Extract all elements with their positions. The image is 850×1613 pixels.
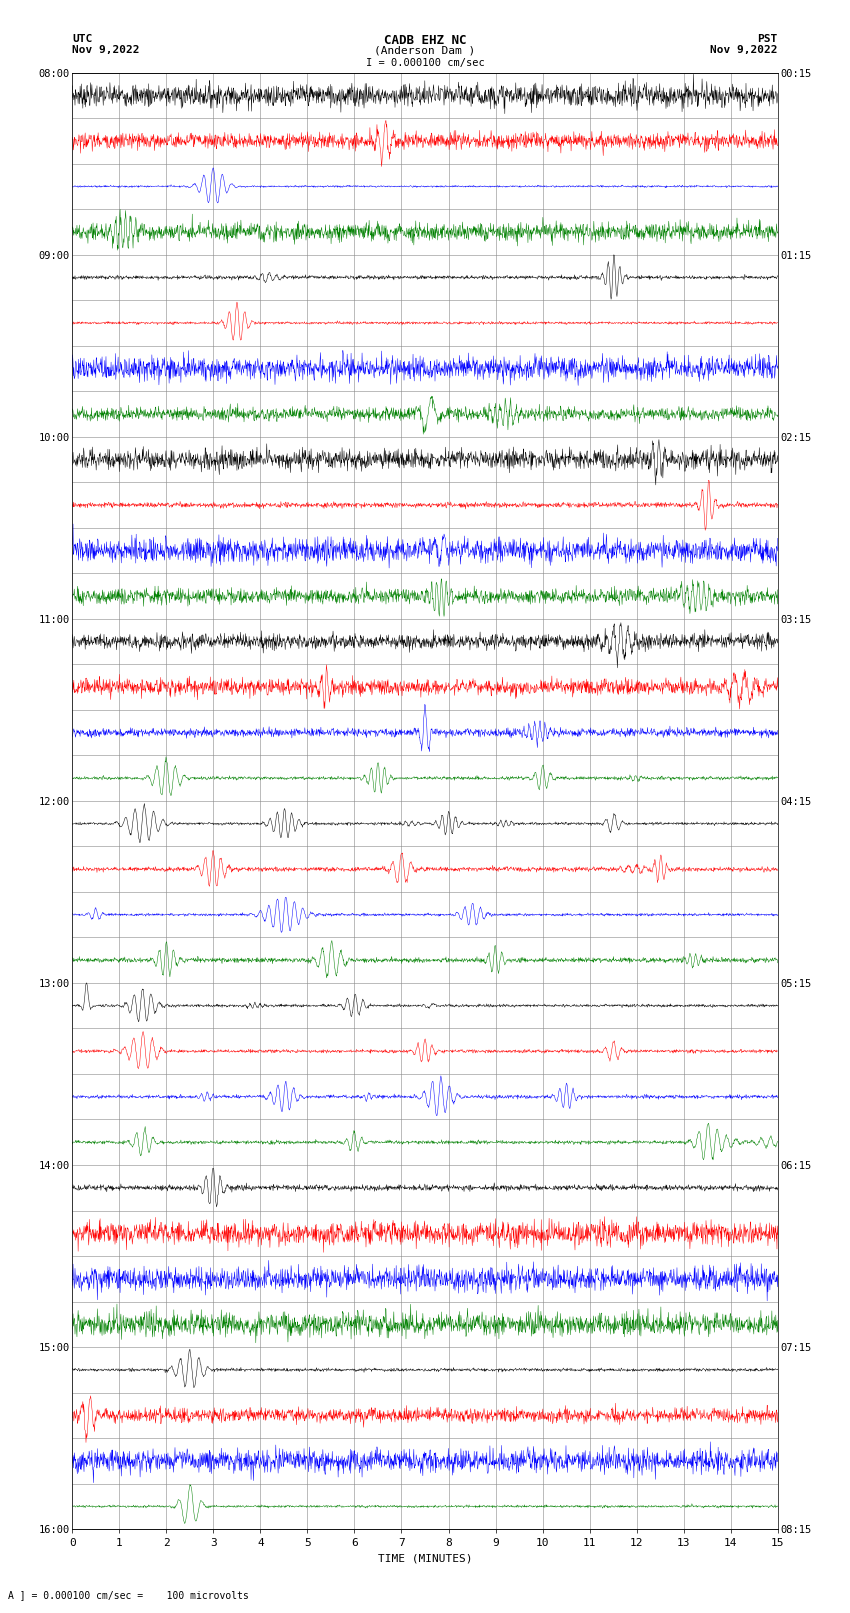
Text: (Anderson Dam ): (Anderson Dam ) — [374, 45, 476, 55]
Text: I = 0.000100 cm/sec: I = 0.000100 cm/sec — [366, 58, 484, 68]
Text: Nov 9,2022: Nov 9,2022 — [72, 45, 139, 55]
Text: A ] = 0.000100 cm/sec =    100 microvolts: A ] = 0.000100 cm/sec = 100 microvolts — [8, 1590, 249, 1600]
Text: UTC: UTC — [72, 34, 93, 44]
Text: Nov 9,2022: Nov 9,2022 — [711, 45, 778, 55]
Text: CADB EHZ NC: CADB EHZ NC — [383, 34, 467, 47]
X-axis label: TIME (MINUTES): TIME (MINUTES) — [377, 1553, 473, 1563]
Text: PST: PST — [757, 34, 778, 44]
